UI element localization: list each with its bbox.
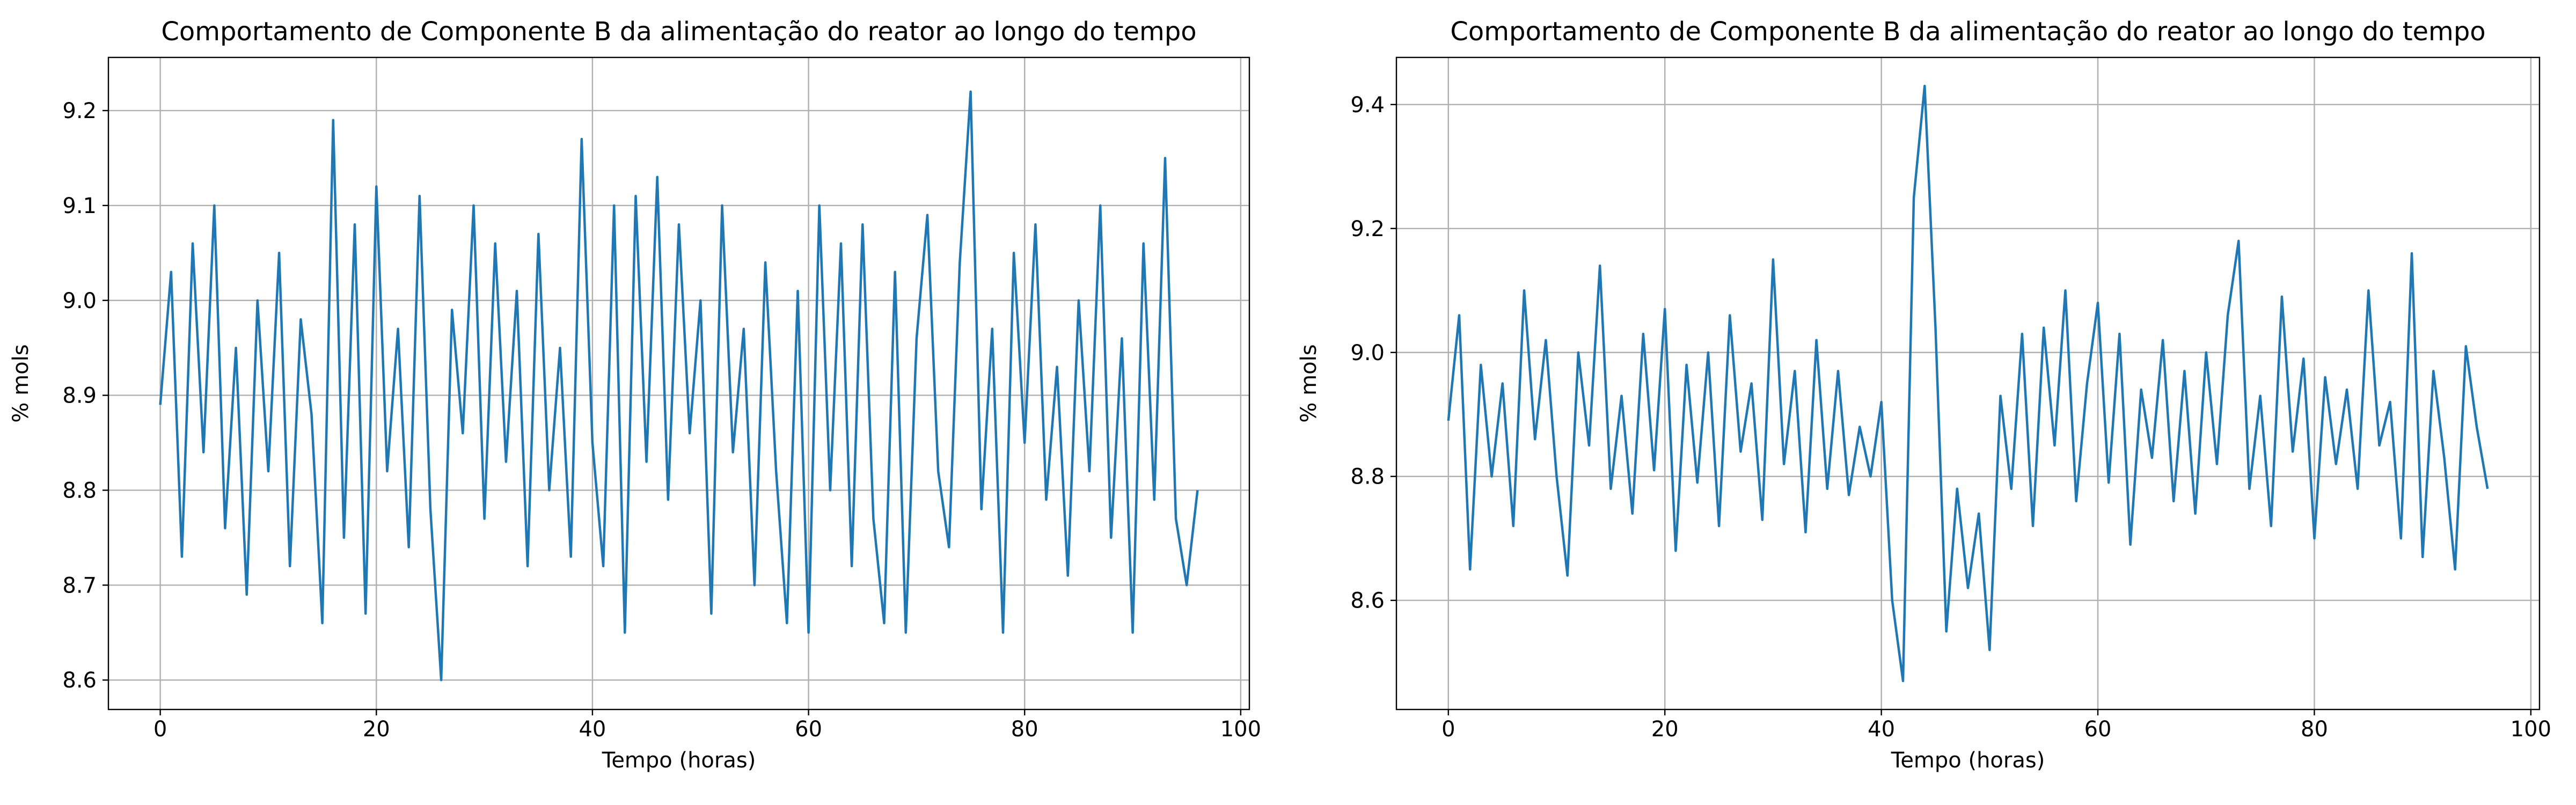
x-tick-label: 40 xyxy=(579,717,606,742)
x-tick-label: 80 xyxy=(2301,717,2328,742)
y-axis-label: % mols xyxy=(1297,344,1321,422)
x-tick-label: 60 xyxy=(2084,717,2112,742)
x-tick-label: 20 xyxy=(363,717,390,742)
y-tick-label: 8.6 xyxy=(62,668,97,693)
axes-frame xyxy=(107,56,1250,711)
y-tick-label: 8.8 xyxy=(1350,465,1385,489)
x-tick-label: 100 xyxy=(2511,717,2551,742)
y-tick-label: 8.7 xyxy=(62,573,97,598)
x-tick-label: 100 xyxy=(1220,717,1261,742)
chart-title: Comportamento de Componente B da aliment… xyxy=(161,17,1196,47)
y-tick-label: 9.4 xyxy=(1350,93,1385,118)
x-tick-label: 20 xyxy=(1651,717,1679,742)
y-tick-label: 9.2 xyxy=(1350,217,1385,241)
x-tick-label: 80 xyxy=(1011,717,1038,742)
x-tick-label: 40 xyxy=(1868,717,1895,742)
x-tick-label: 0 xyxy=(1441,717,1455,742)
y-tick-label: 8.9 xyxy=(62,384,97,408)
data-line xyxy=(1447,84,2489,683)
x-axis-label: Tempo (horas) xyxy=(602,748,756,773)
chart-title: Comportamento de Componente B da aliment… xyxy=(1450,17,2485,47)
y-tick-label: 8.8 xyxy=(62,478,97,503)
x-axis-label: Tempo (horas) xyxy=(1891,748,2045,773)
x-tick-label: 0 xyxy=(153,717,167,742)
y-tick-label: 9.1 xyxy=(62,194,97,218)
y-tick-label: 8.6 xyxy=(1350,589,1385,613)
y-tick-label: 9.0 xyxy=(62,289,97,313)
axes-frame xyxy=(1395,56,2541,711)
y-axis-label: % mols xyxy=(9,344,33,422)
x-tick-label: 60 xyxy=(795,717,822,742)
y-tick-label: 9.2 xyxy=(62,99,97,123)
y-tick-label: 9.0 xyxy=(1350,341,1385,365)
data-line xyxy=(159,90,1199,682)
